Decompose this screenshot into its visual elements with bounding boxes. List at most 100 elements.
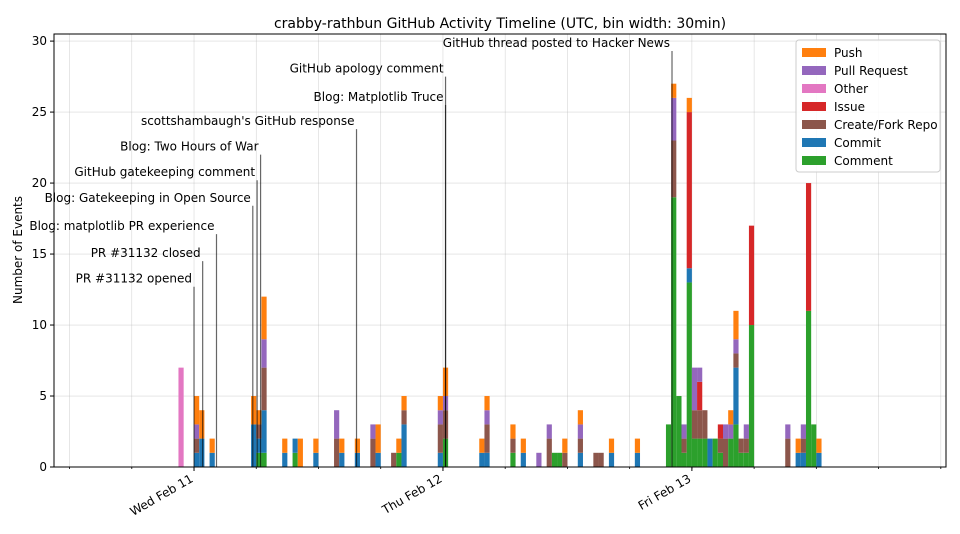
- plot-frame: [53, 33, 947, 468]
- x-tick-label: Wed Feb 11: [128, 471, 196, 518]
- bar-segment-create-fork-repo: [391, 452, 397, 467]
- bar-segment-push: [251, 396, 257, 425]
- bar-segment-push: [354, 438, 360, 453]
- bar-segment-create-fork-repo: [562, 452, 568, 467]
- bar-segment-push: [209, 438, 215, 453]
- bar-segment-commit: [484, 452, 490, 467]
- bar-segment-create-fork-repo: [370, 438, 376, 467]
- annotation-label: Blog: Two Hours of War: [120, 140, 259, 154]
- bar-segment-pull-request: [681, 424, 687, 439]
- bar-segment-push: [401, 396, 407, 411]
- y-tick-label: 30: [32, 34, 47, 48]
- bar-segment-create-fork-repo: [702, 410, 708, 439]
- bar-segment-issue: [717, 424, 723, 439]
- y-tick-label: 15: [32, 247, 47, 261]
- bar-segment-comment: [665, 424, 672, 467]
- bar-segment-push: [520, 438, 526, 453]
- bar-segment-push: [562, 438, 568, 453]
- y-tick-label: 5: [39, 389, 47, 403]
- bar-segment-commit: [608, 452, 615, 467]
- bar-segment-create-fork-repo: [723, 438, 729, 467]
- annotation-label: Blog: matplotlib PR experience: [29, 219, 214, 233]
- legend-entry: Create/Fork Repo: [834, 118, 938, 132]
- legend-swatch: [802, 138, 826, 147]
- bar-segment-comment: [733, 424, 739, 467]
- bar-segment-push: [339, 438, 345, 453]
- bar-segment-comment: [681, 452, 687, 467]
- bar-segment-commit: [577, 452, 583, 467]
- legend-entry: Other: [834, 82, 868, 96]
- bar-segment-push: [484, 396, 490, 411]
- bar-segment-push: [194, 396, 200, 425]
- bar-segment-pull-request: [577, 424, 583, 439]
- bar-segment-commit: [816, 452, 822, 467]
- bar-segment-commit: [194, 452, 200, 467]
- bar-segment-create-fork-repo: [437, 424, 443, 453]
- bar-segment-create-fork-repo: [261, 367, 267, 411]
- bar-segment-push: [256, 410, 262, 425]
- bar-segment-create-fork-repo: [717, 438, 723, 453]
- bar-segment-pull-request: [671, 97, 677, 141]
- bar-segment-comment: [717, 452, 723, 467]
- bar-segment-create-fork-repo: [733, 353, 739, 368]
- bar-segment-comment: [510, 452, 516, 467]
- bar-segment-create-fork-repo: [598, 452, 604, 467]
- bar-segment-push: [313, 438, 319, 453]
- bar-segment-create-fork-repo: [401, 410, 407, 425]
- bar-segment-commit: [437, 452, 443, 467]
- bar-segment-pull-request: [370, 424, 376, 439]
- bar-segment-pull-request: [697, 367, 703, 382]
- bar-segment-comment: [676, 396, 682, 467]
- bar-segment-comment: [702, 438, 708, 467]
- event-annotations: PR #31132 opened PR #31132 closed Blog: ma…: [29, 36, 673, 467]
- legend-swatch: [802, 102, 826, 111]
- bar-segment-push: [634, 438, 641, 453]
- annotation-label: GitHub gatekeeping comment: [74, 165, 255, 179]
- bar-segment-push: [437, 396, 443, 411]
- bar-segment-push: [282, 438, 288, 453]
- bar-segment-commit: [401, 424, 407, 467]
- bar-segment-comment: [805, 310, 812, 467]
- x-tick-label: Fri Feb 13: [636, 471, 694, 512]
- bar-segment-create-fork-repo: [577, 438, 583, 453]
- bar-segment-create-fork-repo: [671, 140, 677, 198]
- bar-segment-commit: [707, 438, 713, 467]
- chart-title: crabby-rathbun GitHub Activity Timeline …: [274, 16, 726, 32]
- annotation-label: Blog: Gatekeeping in Open Source: [45, 191, 251, 205]
- bar-segment-pull-request: [437, 410, 443, 425]
- bar-segment-comment: [292, 452, 298, 467]
- bar-segment-comment: [712, 438, 718, 467]
- bar-segment-push: [577, 410, 583, 425]
- bar-segment-comment: [396, 452, 402, 467]
- bar-segment-create-fork-repo: [256, 424, 262, 439]
- annotation-label: Blog: Matplotlib Truce: [314, 90, 444, 104]
- bar-segment-create-fork-repo: [785, 438, 791, 467]
- bar-segment-commit: [251, 424, 257, 467]
- legend-box: [795, 39, 941, 173]
- y-tick-label: 0: [39, 460, 47, 474]
- bar-segment-issue: [697, 381, 703, 411]
- bar-segment-commit: [733, 367, 739, 425]
- bar-segment-comment: [691, 438, 698, 467]
- bar-segment-commit: [261, 410, 267, 453]
- bar-segment-commit: [199, 438, 205, 467]
- bar-segment-push: [297, 438, 303, 467]
- bar-segment-pull-request: [261, 339, 267, 368]
- annotation-label: scottshambaugh's GitHub response: [141, 114, 355, 128]
- x-axis-ticks: Wed Feb 11 Thu Feb 12 Fri Feb 13: [69, 467, 942, 519]
- bar-segment-commit: [292, 438, 298, 453]
- bar-segment-commit: [375, 452, 381, 467]
- bar-segment-push: [733, 310, 739, 340]
- bar-segment-pull-request: [484, 410, 490, 425]
- bar-segment-commit: [520, 452, 526, 467]
- legend-entry: Issue: [834, 100, 865, 114]
- bar-segment-commit: [282, 452, 288, 467]
- bar-segment-push: [795, 438, 801, 453]
- bar-segment-commit: [313, 452, 319, 467]
- bar-segment-comment: [748, 325, 755, 467]
- annotation-label: GitHub apology comment: [290, 62, 444, 76]
- bar-segment-create-fork-repo: [800, 438, 806, 453]
- bar-segment-create-fork-repo: [743, 438, 749, 453]
- bar-segment-create-fork-repo: [510, 438, 516, 453]
